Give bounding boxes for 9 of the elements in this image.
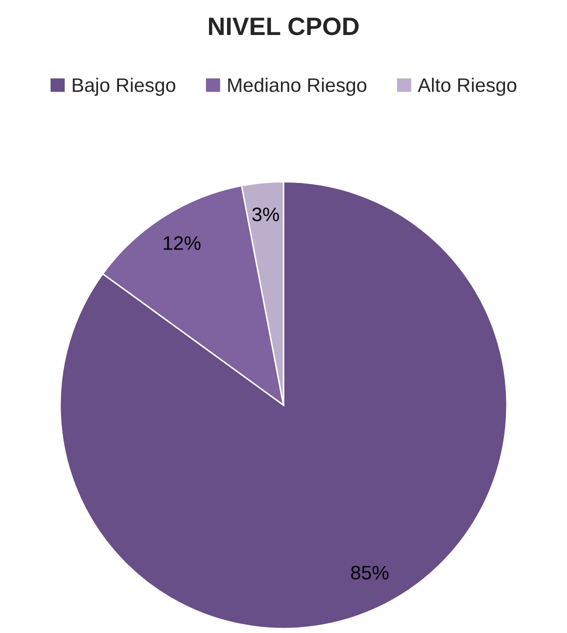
legend-label: Bajo Riesgo <box>72 78 176 96</box>
chart-title: NIVEL CPOD <box>208 17 359 36</box>
data-label: 85% <box>351 566 388 580</box>
data-label: 3% <box>252 208 279 222</box>
pie-slice <box>102 184 284 406</box>
legend-label: Mediano Riesgo <box>228 78 366 96</box>
legend-label: Alto Riesgo <box>418 78 516 96</box>
data-label: 12% <box>164 236 201 250</box>
pie-slice <box>59 181 508 630</box>
